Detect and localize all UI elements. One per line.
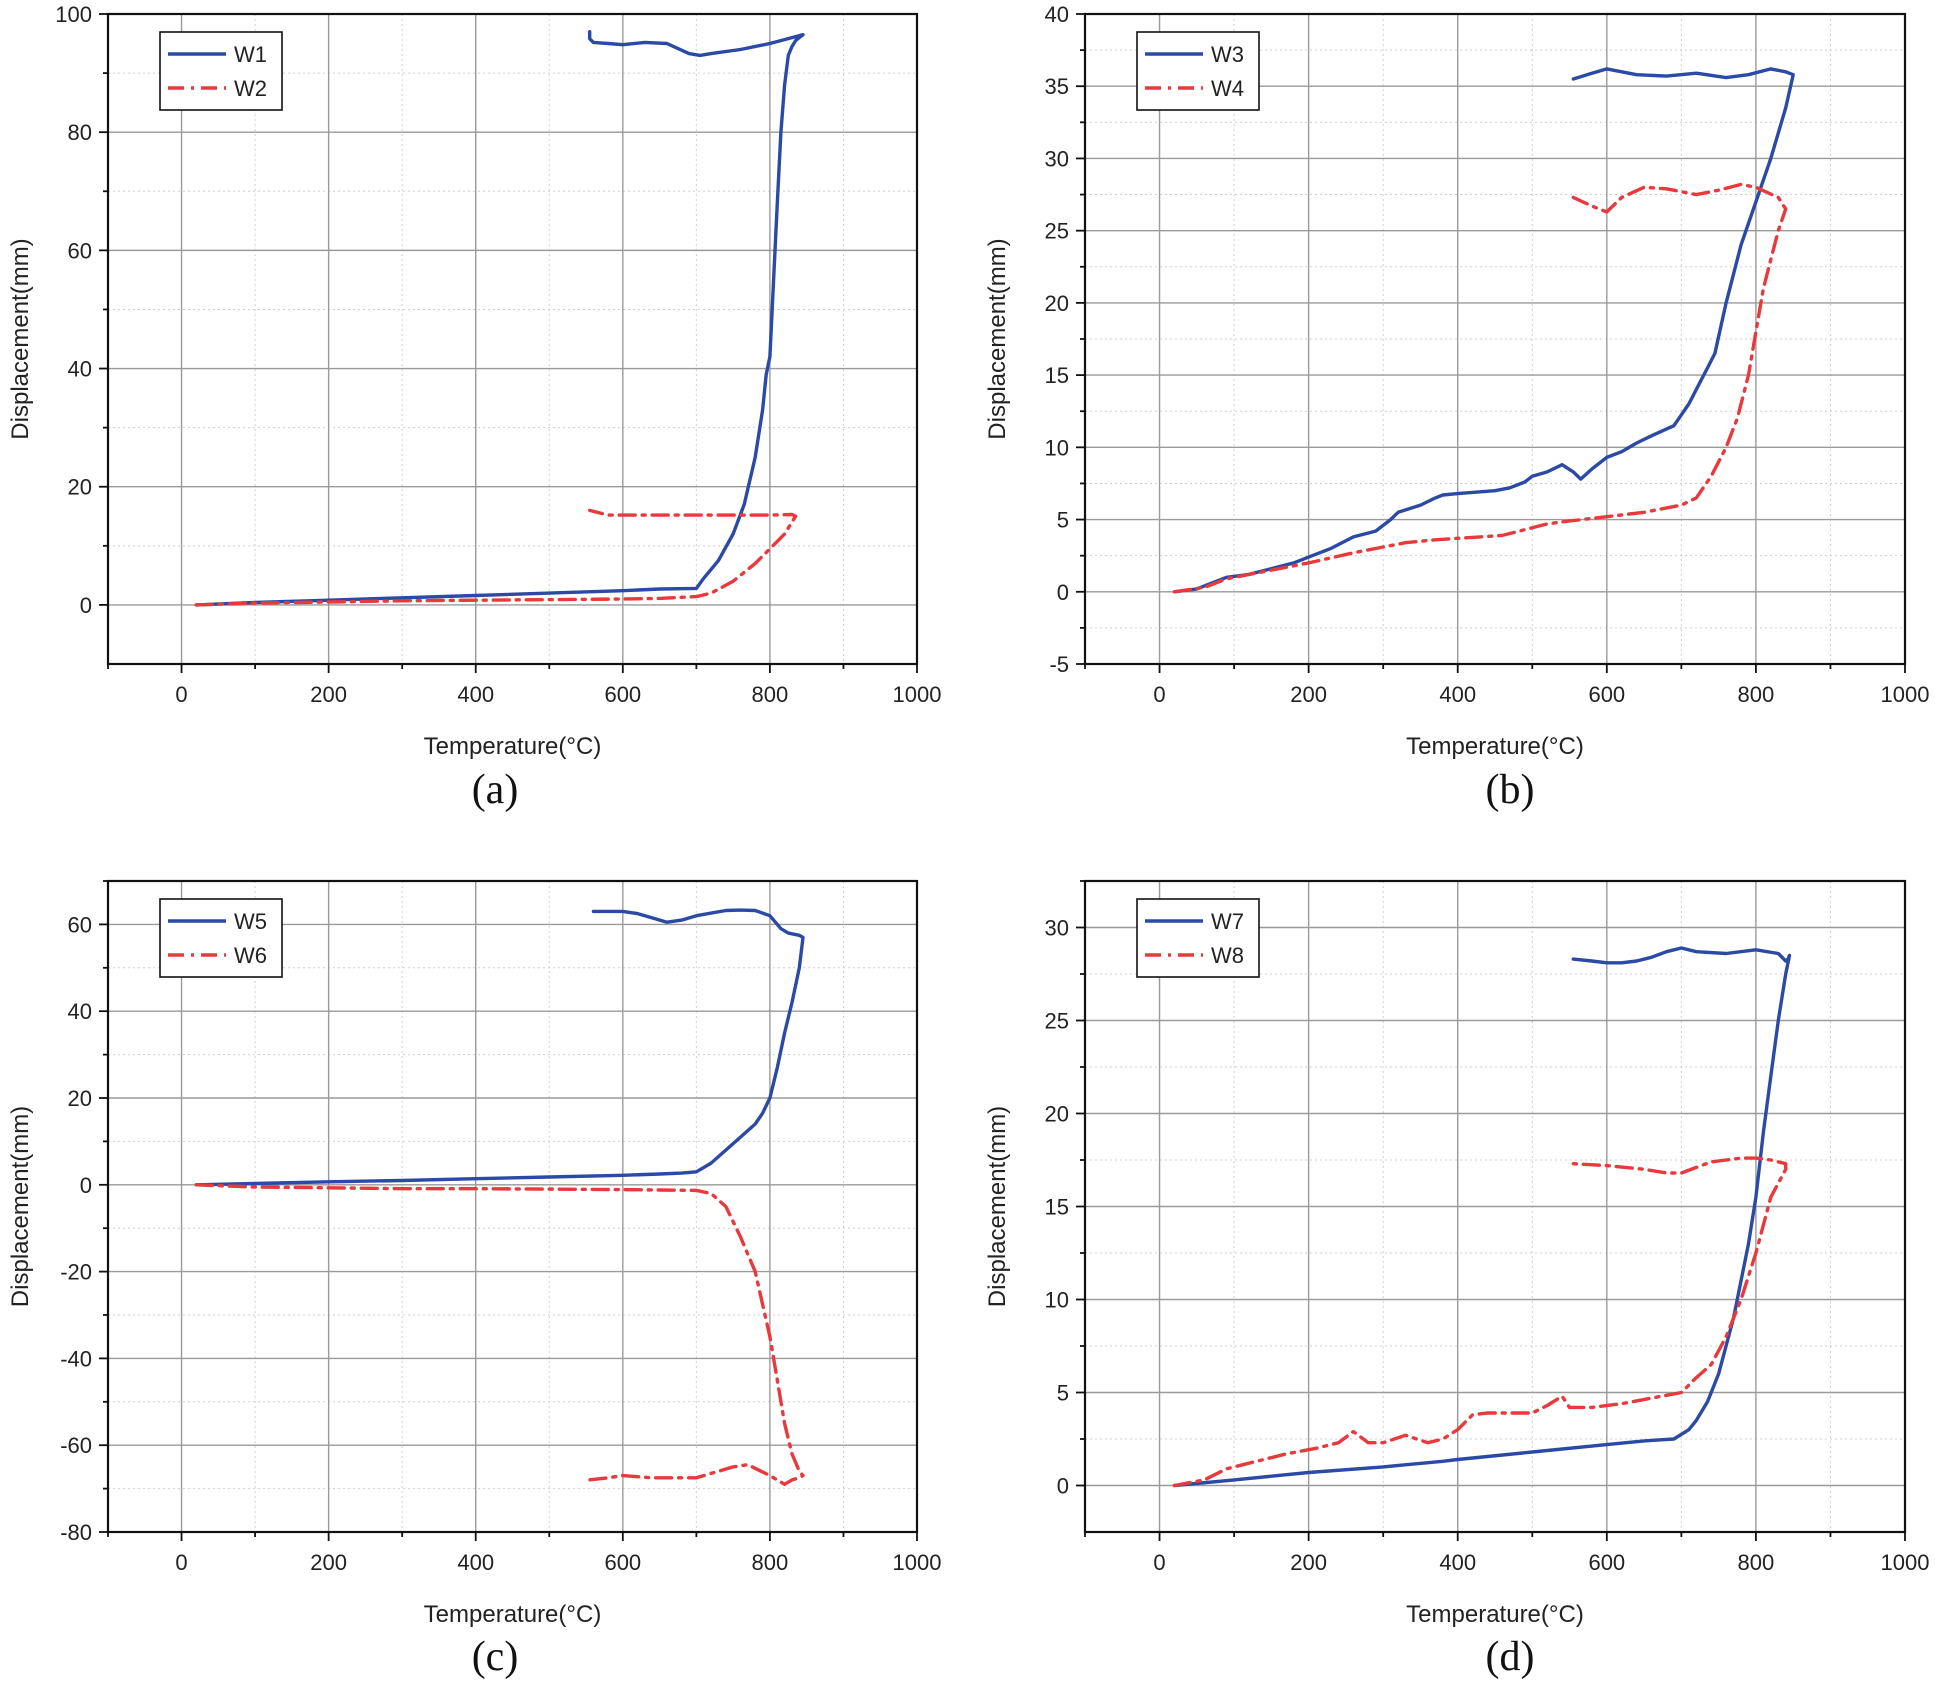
- y-tick-label: 10: [1045, 435, 1069, 460]
- y-tick-label: 60: [68, 912, 92, 937]
- x-axis-title: Temperature(°C): [424, 1601, 602, 1628]
- panel-caption: (b): [1486, 767, 1535, 813]
- y-tick-label: 10: [1045, 1288, 1069, 1313]
- panel-caption: (a): [472, 767, 519, 813]
- y-tick-label: 20: [68, 475, 92, 500]
- y-tick-label: 40: [68, 999, 92, 1024]
- x-tick-label: 600: [604, 1550, 641, 1575]
- y-tick-label: 0: [80, 593, 92, 618]
- y-tick-label: 0: [1057, 1474, 1069, 1499]
- legend-box: [159, 31, 283, 111]
- y-tick-label: 20: [68, 1086, 92, 1111]
- y-tick-label: 40: [68, 357, 92, 382]
- y-tick-label: -80: [60, 1520, 92, 1545]
- plot-frame: [106, 12, 919, 666]
- legend-label-w2: W2: [234, 76, 267, 101]
- x-tick-label: 800: [1738, 682, 1775, 707]
- series-line-w7: [1172, 946, 1792, 1488]
- x-tick-label: 400: [457, 1550, 494, 1575]
- legend-box: [1136, 31, 1260, 111]
- y-tick-label: 0: [1057, 580, 1069, 605]
- y-tick-label: 15: [1045, 1195, 1069, 1220]
- y-tick-label: -60: [60, 1433, 92, 1458]
- legend-label-w1: W1: [234, 42, 267, 67]
- x-tick-label: 1000: [893, 682, 942, 707]
- x-tick-label: 200: [310, 682, 347, 707]
- y-tick-label: 100: [55, 2, 92, 27]
- legend-label-w7: W7: [1211, 909, 1244, 934]
- x-tick-label: 200: [310, 1550, 347, 1575]
- legend-label-w3: W3: [1211, 42, 1244, 67]
- x-tick-label: 0: [1153, 1550, 1165, 1575]
- y-tick-label: -20: [60, 1260, 92, 1285]
- legend-box: [1136, 898, 1260, 978]
- y-axis-title: Displacement(mm): [7, 238, 34, 439]
- y-axis-title: Displacement(mm): [984, 238, 1011, 439]
- x-tick-label: 200: [1290, 1550, 1327, 1575]
- y-axis-title: Displacement(mm): [984, 1106, 1011, 1307]
- panel-d: 0 200 400 600 800 1000 0 5 10 15 20 25 30 Temperature…: [984, 879, 1930, 1680]
- y-tick-label: 80: [68, 120, 92, 145]
- x-tick-label: 600: [1588, 1550, 1625, 1575]
- x-tick-label: 600: [604, 682, 641, 707]
- x-axis-title: Temperature(°C): [1406, 1601, 1584, 1628]
- legend-label-w6: W6: [234, 943, 267, 968]
- series-line-w8: [1172, 1156, 1788, 1488]
- panel-caption: (d): [1486, 1634, 1535, 1680]
- y-tick-label: 20: [1045, 291, 1069, 316]
- legend-label-w5: W5: [234, 909, 267, 934]
- series-line-w1: [194, 30, 805, 607]
- x-tick-label: 800: [752, 682, 789, 707]
- panel-caption: (c): [472, 1634, 519, 1680]
- y-tick-label: 20: [1045, 1102, 1069, 1127]
- x-tick-label: 0: [175, 1550, 187, 1575]
- y-axis-title: Displacement(mm): [7, 1106, 34, 1307]
- x-tick-label: 0: [1153, 682, 1165, 707]
- panel-c: 0 200 400 600 800 1000 -80 -60 -40 -20 0 20 40 60 Temp…: [7, 879, 942, 1680]
- x-tick-label: 400: [457, 682, 494, 707]
- series-line-w6: [194, 1183, 805, 1487]
- panel-b: 0 200 400 600 800 1000 -5 0 5 10 15 20 25 30 35 40 Tempe…: [984, 2, 1929, 813]
- x-tick-label: 400: [1439, 1550, 1476, 1575]
- series-line-w5: [194, 908, 805, 1187]
- y-tick-label: 5: [1057, 508, 1069, 533]
- y-tick-label: -5: [1049, 652, 1069, 677]
- x-tick-label: 600: [1588, 682, 1625, 707]
- panel-a: 0 200 400 600 800 1000 0 20 40 60 80 100 Temperature…: [7, 2, 941, 813]
- x-axis-title: Temperature(°C): [424, 733, 602, 760]
- x-tick-label: 400: [1439, 682, 1476, 707]
- y-tick-label: 5: [1057, 1381, 1069, 1406]
- y-tick-label: 30: [1045, 146, 1069, 171]
- x-axis-title: Temperature(°C): [1406, 733, 1584, 760]
- y-tick-label: -40: [60, 1346, 92, 1371]
- y-tick-label: 40: [1045, 2, 1069, 27]
- x-tick-label: 800: [1738, 1550, 1775, 1575]
- y-tick-label: 25: [1045, 219, 1069, 244]
- legend-box: [159, 898, 283, 978]
- legend-label-w8: W8: [1211, 943, 1244, 968]
- x-tick-label: 1000: [1881, 1550, 1930, 1575]
- x-tick-label: 200: [1290, 682, 1327, 707]
- series-line-w3: [1172, 67, 1795, 594]
- x-tick-label: 1000: [1881, 682, 1930, 707]
- y-tick-label: 25: [1045, 1009, 1069, 1034]
- y-tick-label: 35: [1045, 74, 1069, 99]
- x-tick-label: 1000: [893, 1550, 942, 1575]
- y-tick-label: 0: [80, 1173, 92, 1198]
- series-line-w2: [194, 508, 798, 607]
- y-tick-label: 30: [1045, 916, 1069, 941]
- y-tick-label: 60: [68, 238, 92, 263]
- x-tick-label: 800: [752, 1550, 789, 1575]
- x-tick-label: 0: [175, 682, 187, 707]
- legend-label-w4: W4: [1211, 76, 1244, 101]
- y-tick-label: 15: [1045, 363, 1069, 388]
- series-line-w4: [1172, 182, 1788, 594]
- plot-frame: [106, 879, 919, 1534]
